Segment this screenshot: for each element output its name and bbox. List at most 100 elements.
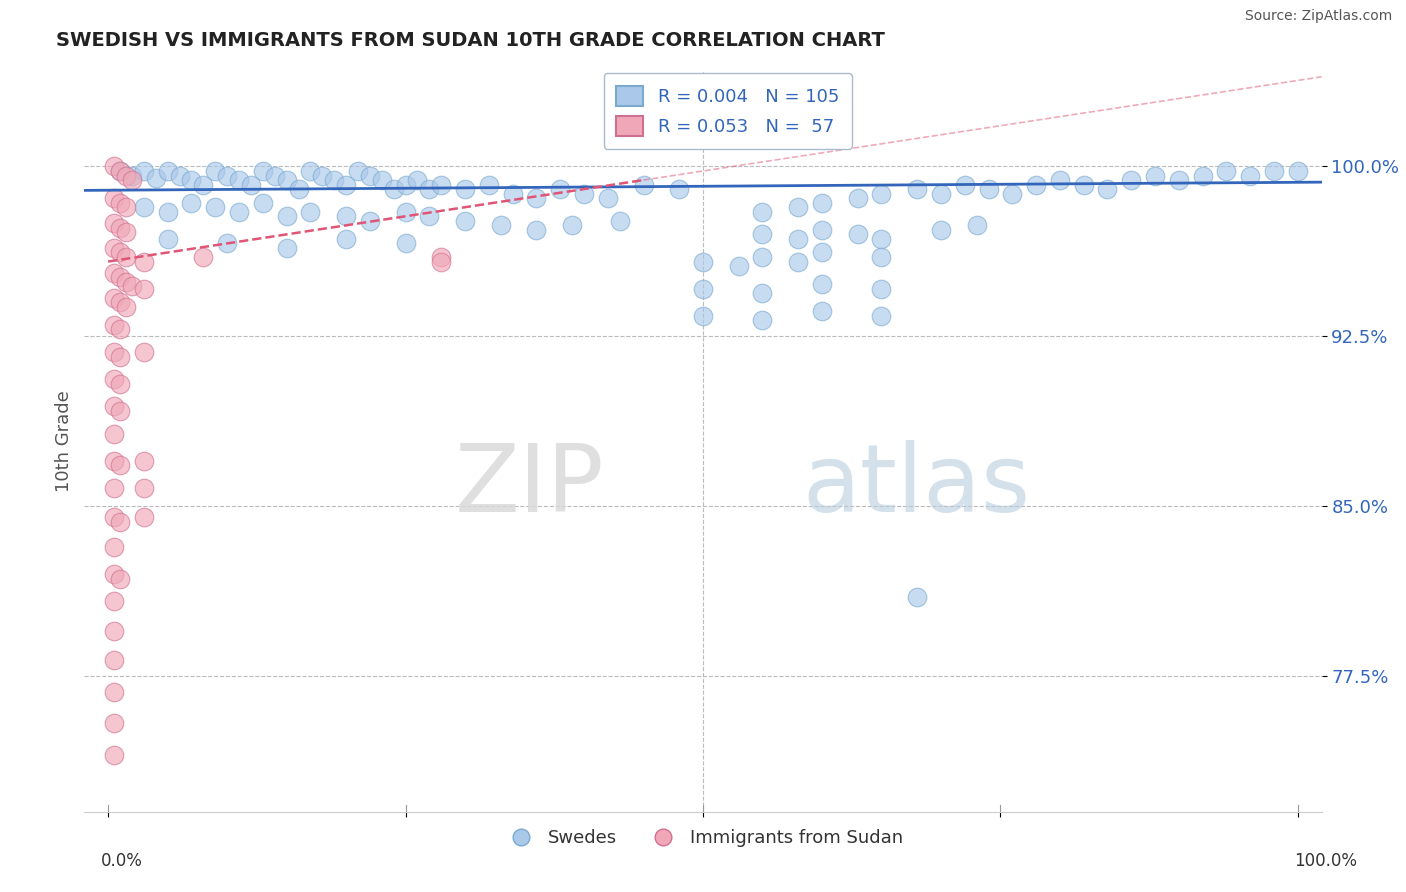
Point — [430, 254, 453, 268]
Point — [870, 250, 893, 264]
Point — [180, 195, 202, 210]
Point — [276, 173, 298, 187]
Point — [811, 195, 834, 210]
Point — [103, 510, 125, 524]
Text: 100.0%: 100.0% — [1294, 852, 1357, 870]
Point — [103, 160, 125, 174]
Point — [394, 204, 416, 219]
Text: 0.0%: 0.0% — [101, 852, 143, 870]
Point — [132, 345, 155, 359]
Point — [787, 254, 810, 268]
Point — [145, 170, 167, 185]
Point — [526, 191, 548, 205]
Point — [204, 200, 226, 214]
Point — [561, 219, 583, 233]
Point — [811, 245, 834, 260]
Point — [103, 241, 125, 255]
Text: ZIP: ZIP — [454, 440, 605, 532]
Point — [787, 200, 810, 214]
Point — [430, 178, 453, 192]
Point — [846, 191, 869, 205]
Point — [115, 169, 138, 183]
Point — [323, 173, 346, 187]
Point — [335, 209, 357, 223]
Point — [596, 191, 619, 205]
Point — [430, 250, 453, 264]
Point — [454, 214, 477, 228]
Point — [751, 204, 773, 219]
Point — [103, 653, 125, 667]
Point — [115, 300, 138, 314]
Point — [929, 223, 952, 237]
Point — [108, 220, 131, 235]
Point — [108, 515, 131, 529]
Point — [1191, 169, 1213, 183]
Point — [870, 232, 893, 246]
Point — [311, 169, 333, 183]
Point — [103, 566, 125, 581]
Point — [169, 169, 191, 183]
Point — [115, 250, 138, 264]
Point — [870, 186, 893, 201]
Point — [668, 182, 690, 196]
Point — [394, 178, 416, 192]
Point — [156, 164, 179, 178]
Point — [121, 169, 143, 183]
Point — [811, 277, 834, 292]
Point — [132, 510, 155, 524]
Point — [132, 282, 155, 296]
Point — [382, 182, 405, 196]
Point — [572, 186, 595, 201]
Point — [846, 227, 869, 242]
Point — [103, 216, 125, 230]
Point — [811, 304, 834, 318]
Point — [751, 313, 773, 327]
Point — [121, 279, 143, 293]
Point — [108, 164, 131, 178]
Point — [204, 164, 226, 178]
Point — [1286, 164, 1309, 178]
Point — [103, 191, 125, 205]
Point — [103, 266, 125, 280]
Point — [115, 225, 138, 239]
Point — [103, 481, 125, 495]
Point — [526, 223, 548, 237]
Point — [252, 195, 274, 210]
Point — [108, 572, 131, 586]
Point — [103, 540, 125, 554]
Point — [489, 219, 512, 233]
Point — [156, 232, 179, 246]
Point — [108, 376, 131, 391]
Point — [108, 164, 131, 178]
Point — [609, 214, 631, 228]
Point — [359, 169, 381, 183]
Point — [502, 186, 524, 201]
Point — [727, 259, 749, 273]
Point — [193, 250, 215, 264]
Point — [1073, 178, 1095, 192]
Text: Source: ZipAtlas.com: Source: ZipAtlas.com — [1244, 9, 1392, 23]
Y-axis label: 10th Grade: 10th Grade — [55, 391, 73, 492]
Point — [108, 270, 131, 285]
Point — [299, 164, 322, 178]
Text: SWEDISH VS IMMIGRANTS FROM SUDAN 10TH GRADE CORRELATION CHART: SWEDISH VS IMMIGRANTS FROM SUDAN 10TH GR… — [56, 31, 886, 50]
Point — [228, 204, 250, 219]
Point — [108, 404, 131, 418]
Point — [108, 195, 131, 210]
Point — [905, 182, 928, 196]
Point — [276, 241, 298, 255]
Text: atlas: atlas — [801, 440, 1031, 532]
Point — [1144, 169, 1167, 183]
Point — [347, 164, 370, 178]
Point — [103, 454, 125, 468]
Point — [406, 173, 429, 187]
Point — [217, 169, 239, 183]
Point — [156, 204, 179, 219]
Point — [103, 684, 125, 698]
Point — [454, 182, 477, 196]
Point — [108, 458, 131, 473]
Point — [276, 209, 298, 223]
Point — [1049, 173, 1071, 187]
Point — [977, 182, 1000, 196]
Point — [1121, 173, 1143, 187]
